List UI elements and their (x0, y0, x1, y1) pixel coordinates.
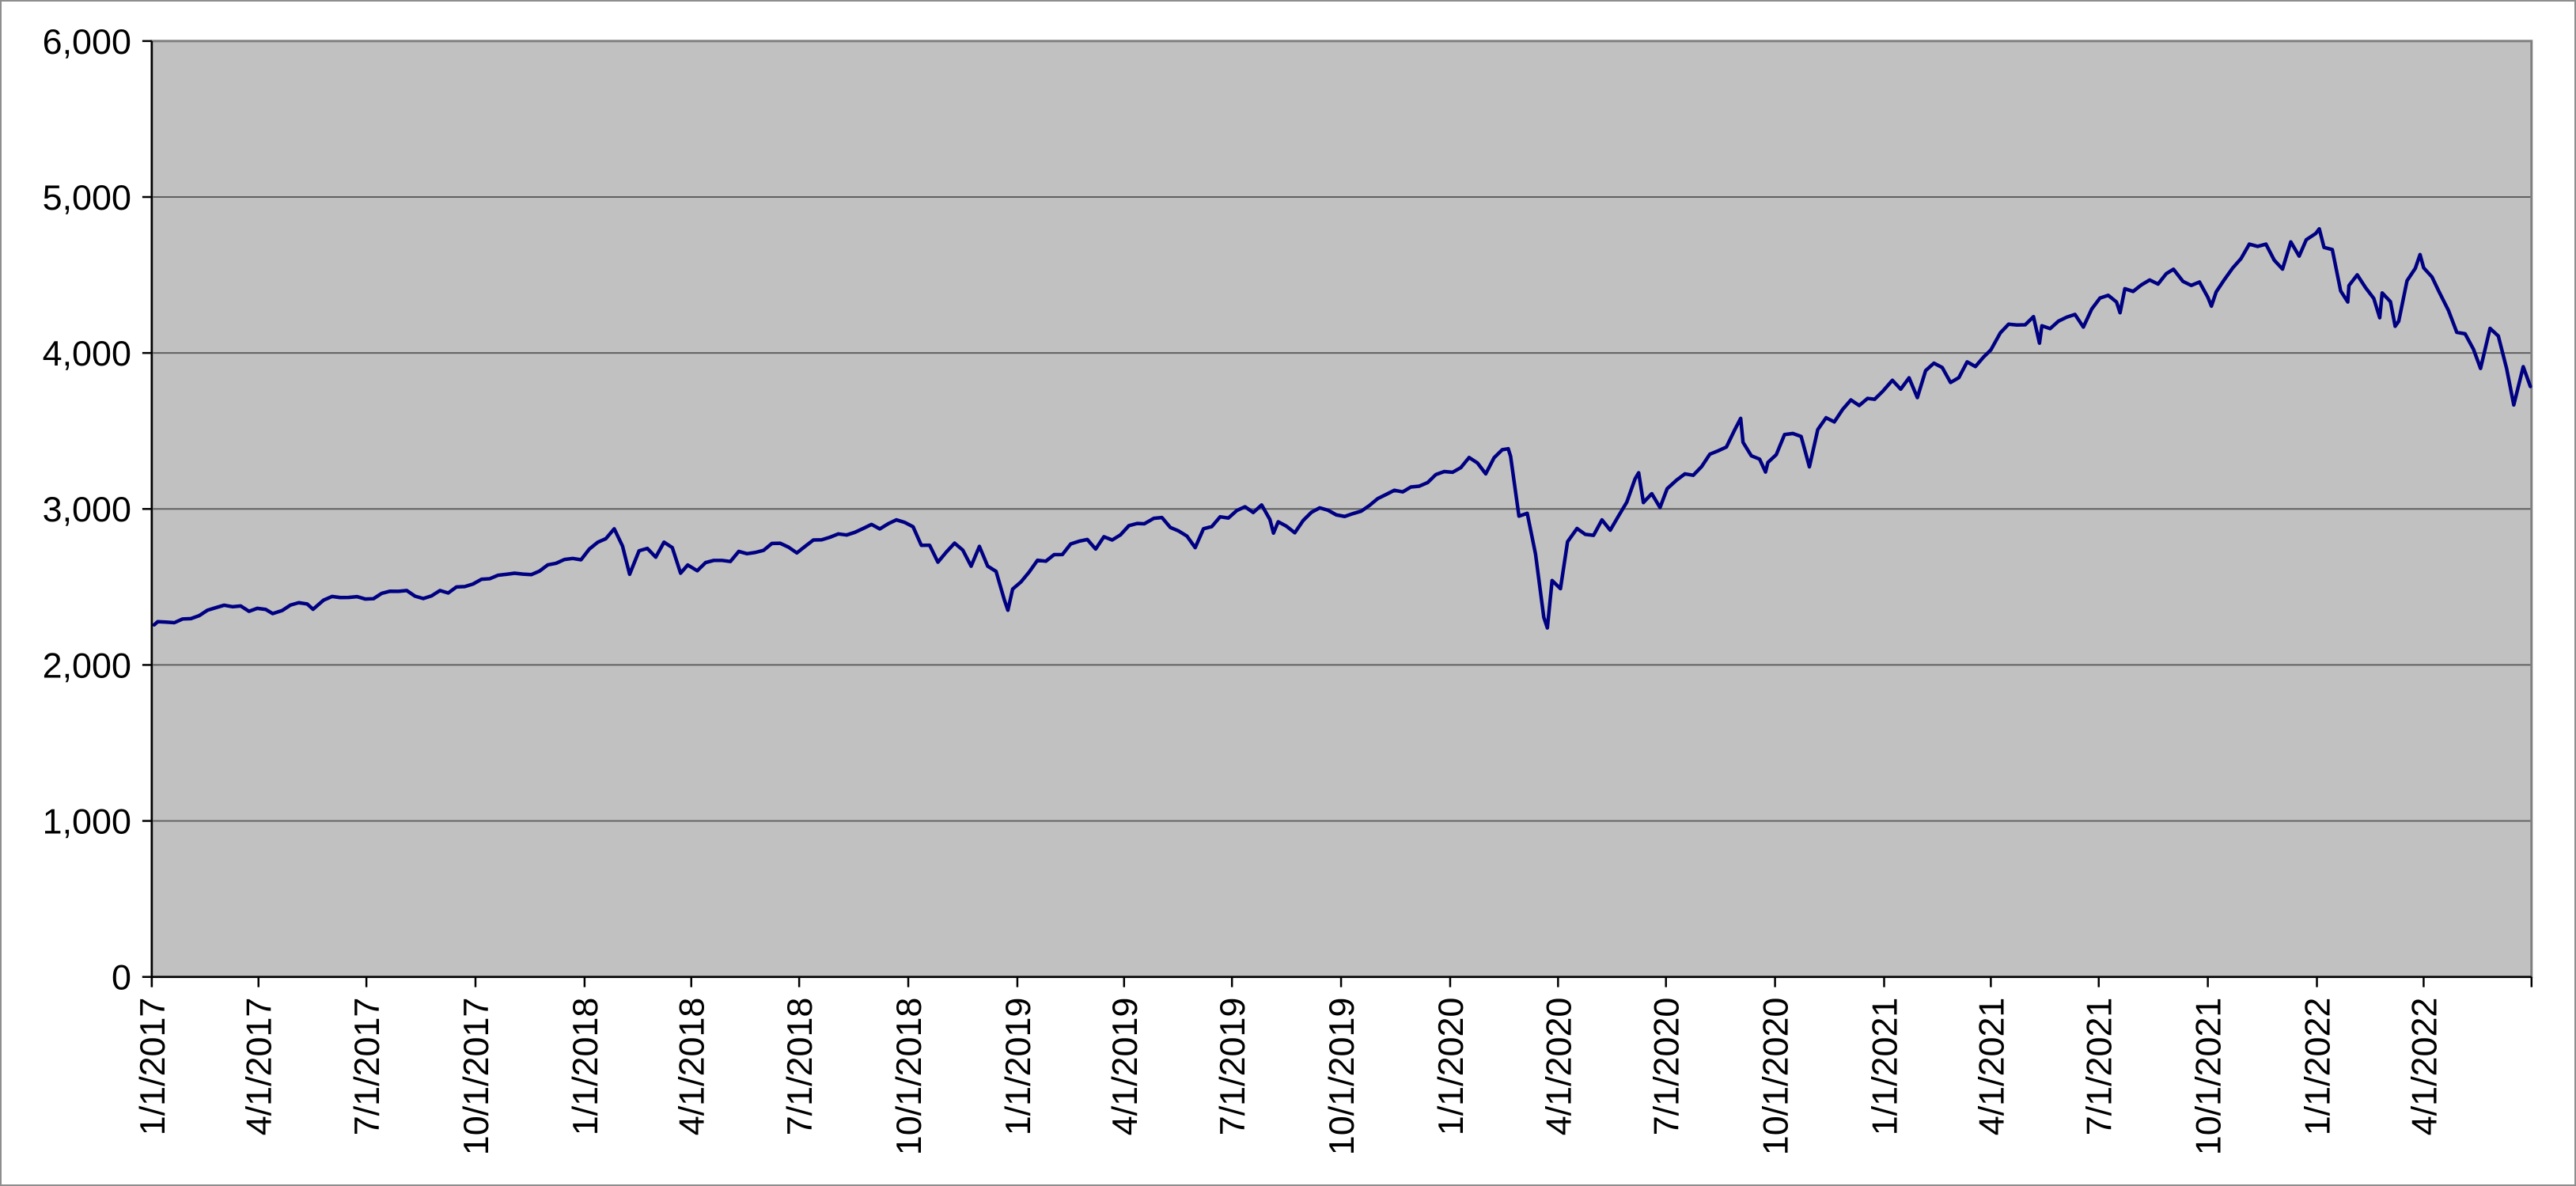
x-tick-label: 4/1/2018 (672, 998, 712, 1136)
x-tick-label: 1/1/2018 (565, 998, 605, 1136)
x-tick-label: 1/1/2019 (998, 998, 1038, 1136)
x-tick-label: 1/1/2021 (1864, 998, 1904, 1136)
price-line (152, 226, 2532, 630)
y-axis-labels: 0 1,000 2,000 3,000 4,000 5,000 6,000 (43, 21, 131, 998)
x-tick-label: 10/1/2018 (888, 998, 929, 1156)
axes (142, 40, 2533, 987)
x-tick-label: 10/1/2017 (456, 998, 496, 1156)
x-tick-label: 10/1/2020 (1756, 998, 1796, 1156)
x-tick-label: 1/1/2022 (2297, 998, 2337, 1136)
x-tick-label: 10/1/2021 (2188, 998, 2229, 1156)
y-tick-label: 4,000 (43, 333, 131, 373)
x-tick-label: 4/1/2017 (239, 998, 279, 1136)
x-tick-label: 4/1/2022 (2404, 998, 2444, 1136)
gridlines (151, 196, 2532, 822)
x-tick-label: 7/1/2017 (347, 998, 387, 1136)
x-tick-label: 7/1/2021 (2079, 998, 2120, 1136)
x-tick-label: 7/1/2018 (779, 998, 820, 1136)
x-tick-label: 10/1/2019 (1321, 998, 1362, 1156)
y-tick-label: 0 (112, 957, 131, 998)
x-tick-label: 4/1/2020 (1538, 998, 1578, 1136)
x-axis-labels: 1/1/2017 4/1/2017 7/1/2017 10/1/2017 1/1/201… (132, 998, 2445, 1156)
y-tick-label: 5,000 (43, 177, 131, 218)
x-tick-label: 4/1/2021 (1971, 998, 2011, 1136)
y-tick-label: 3,000 (43, 489, 131, 529)
x-tick-label: 7/1/2019 (1212, 998, 1252, 1136)
y-tick-label: 6,000 (43, 21, 131, 62)
x-tick-label: 1/1/2017 (132, 998, 172, 1136)
x-tick-label: 4/1/2019 (1104, 998, 1145, 1136)
x-tick-label: 7/1/2020 (1646, 998, 1687, 1136)
y-tick-label: 2,000 (43, 645, 131, 685)
x-tick-label: 1/1/2020 (1430, 998, 1471, 1136)
y-tick-label: 1,000 (43, 801, 131, 842)
